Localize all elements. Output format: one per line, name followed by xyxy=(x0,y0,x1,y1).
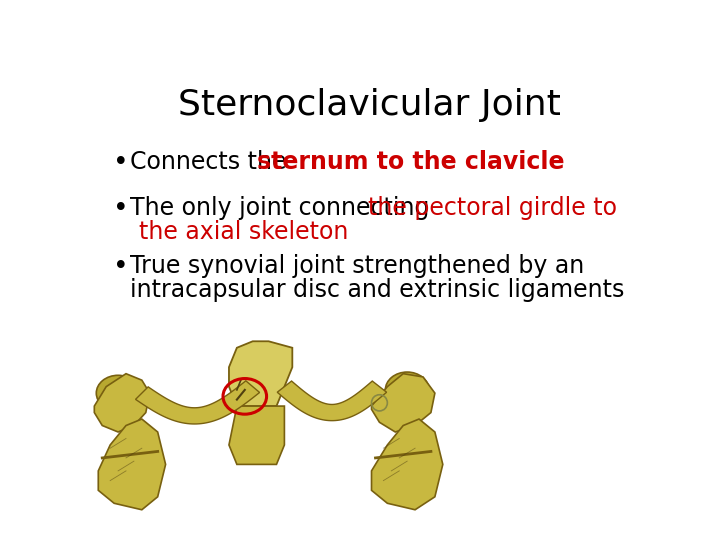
Text: intracapsular disc and extrinsic ligaments: intracapsular disc and extrinsic ligamen… xyxy=(130,278,624,302)
Text: The only joint connecting: The only joint connecting xyxy=(130,196,437,220)
Polygon shape xyxy=(229,341,292,406)
Polygon shape xyxy=(135,381,260,424)
Text: Sternoclavicular Joint: Sternoclavicular Joint xyxy=(178,87,560,122)
Polygon shape xyxy=(277,381,387,421)
Text: the pectoral girdle to: the pectoral girdle to xyxy=(368,196,617,220)
Text: •: • xyxy=(114,254,129,280)
Text: sternum to the clavicle: sternum to the clavicle xyxy=(257,150,564,174)
Text: the axial skeleton: the axial skeleton xyxy=(139,220,348,244)
Polygon shape xyxy=(372,374,435,432)
Polygon shape xyxy=(98,419,166,510)
Circle shape xyxy=(385,372,429,408)
Circle shape xyxy=(96,375,140,411)
Text: •: • xyxy=(114,196,129,222)
Text: True synovial joint strengthened by an: True synovial joint strengthened by an xyxy=(130,254,585,278)
Polygon shape xyxy=(372,419,443,510)
Polygon shape xyxy=(94,374,150,432)
Polygon shape xyxy=(229,406,284,464)
Text: Connects the: Connects the xyxy=(130,150,294,174)
Text: •: • xyxy=(114,150,129,176)
